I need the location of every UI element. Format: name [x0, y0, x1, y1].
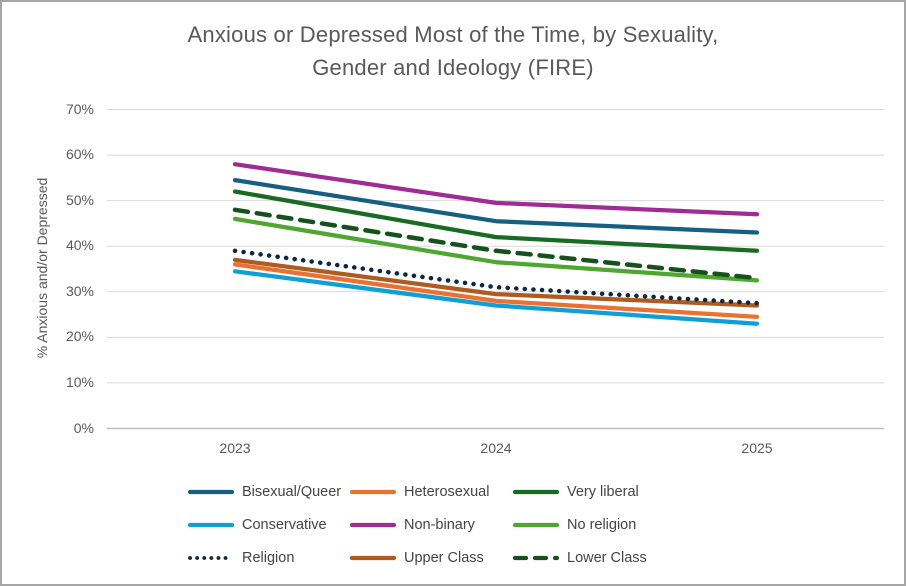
y-tick-label-60: 60%: [65, 146, 94, 163]
legend-item-upper-class: Upper Class: [349, 550, 484, 566]
y-tick-label-20: 20%: [65, 328, 94, 345]
series-line-lower-class: [232, 207, 760, 281]
legend-swatch-non-binary: [349, 522, 397, 528]
series-line-bisexual-queer: [232, 177, 760, 235]
legend-label-lower-class: Lower Class: [567, 550, 647, 566]
legend-swatch-religion: [188, 556, 234, 560]
legend-label-non-binary: Non-binary: [404, 517, 475, 533]
legend-swatch-no-religion: [512, 522, 560, 528]
legend-item-very-liberal: Very liberal: [512, 484, 639, 500]
legend-label-heterosexual: Heterosexual: [404, 484, 490, 500]
legend-item-non-binary: Non-binary: [349, 517, 475, 533]
legend-swatch-conservative: [187, 522, 235, 528]
series-line-conservative: [232, 269, 760, 326]
x-tick-label-2023: 2023: [219, 440, 251, 456]
gridlines: [107, 109, 884, 430]
chart-title: Anxious or Depressed Most of the Time, b…: [2, 18, 904, 84]
legend-swatch-lower-class: [512, 555, 560, 561]
series-line-non-binary: [232, 162, 760, 217]
legend-label-conservative: Conservative: [242, 517, 327, 533]
legend-item-no-religion: No religion: [512, 517, 636, 533]
legend-label-bisexual-queer: Bisexual/Queer: [242, 484, 342, 500]
legend-swatch-bisexual-queer: [187, 489, 235, 495]
legend-label-no-religion: No religion: [567, 517, 637, 533]
series-lines: [232, 162, 760, 326]
legend-item-bisexual-queer: Bisexual/Queer: [187, 484, 341, 500]
series-line-religion: [232, 248, 760, 306]
legend-swatch-heterosexual: [349, 489, 397, 495]
x-tick-label-2024: 2024: [480, 440, 512, 456]
legend-label-upper-class: Upper Class: [404, 550, 484, 566]
chart-title-line-1: Anxious or Depressed Most of the Time, b…: [187, 22, 719, 47]
y-tick-label-50: 50%: [65, 191, 94, 208]
x-tick-label-2025: 2025: [741, 440, 773, 456]
legend-label-religion: Religion: [242, 550, 295, 566]
legend-swatch-upper-class: [349, 555, 397, 561]
series-line-heterosexual: [232, 262, 760, 320]
chart-title-line-2: Gender and Ideology (FIRE): [312, 55, 594, 80]
legend-item-lower-class: Lower Class: [512, 550, 647, 566]
legend-item-heterosexual: Heterosexual: [349, 484, 489, 500]
legend-item-religion: Religion: [187, 550, 294, 566]
legend-swatch-very-liberal: [512, 489, 560, 495]
y-tick-label-30: 30%: [65, 282, 94, 299]
legend-item-conservative: Conservative: [187, 517, 327, 533]
y-tick-label-70: 70%: [65, 100, 94, 117]
y-tick-label-10: 10%: [65, 373, 94, 390]
y-tick-label-0: 0%: [73, 419, 94, 436]
series-line-no-religion: [232, 216, 760, 283]
series-line-upper-class: [232, 257, 760, 308]
legend-label-very-liberal: Very liberal: [567, 484, 639, 500]
y-tick-label-40: 40%: [65, 237, 94, 254]
series-line-very-liberal: [232, 189, 760, 253]
